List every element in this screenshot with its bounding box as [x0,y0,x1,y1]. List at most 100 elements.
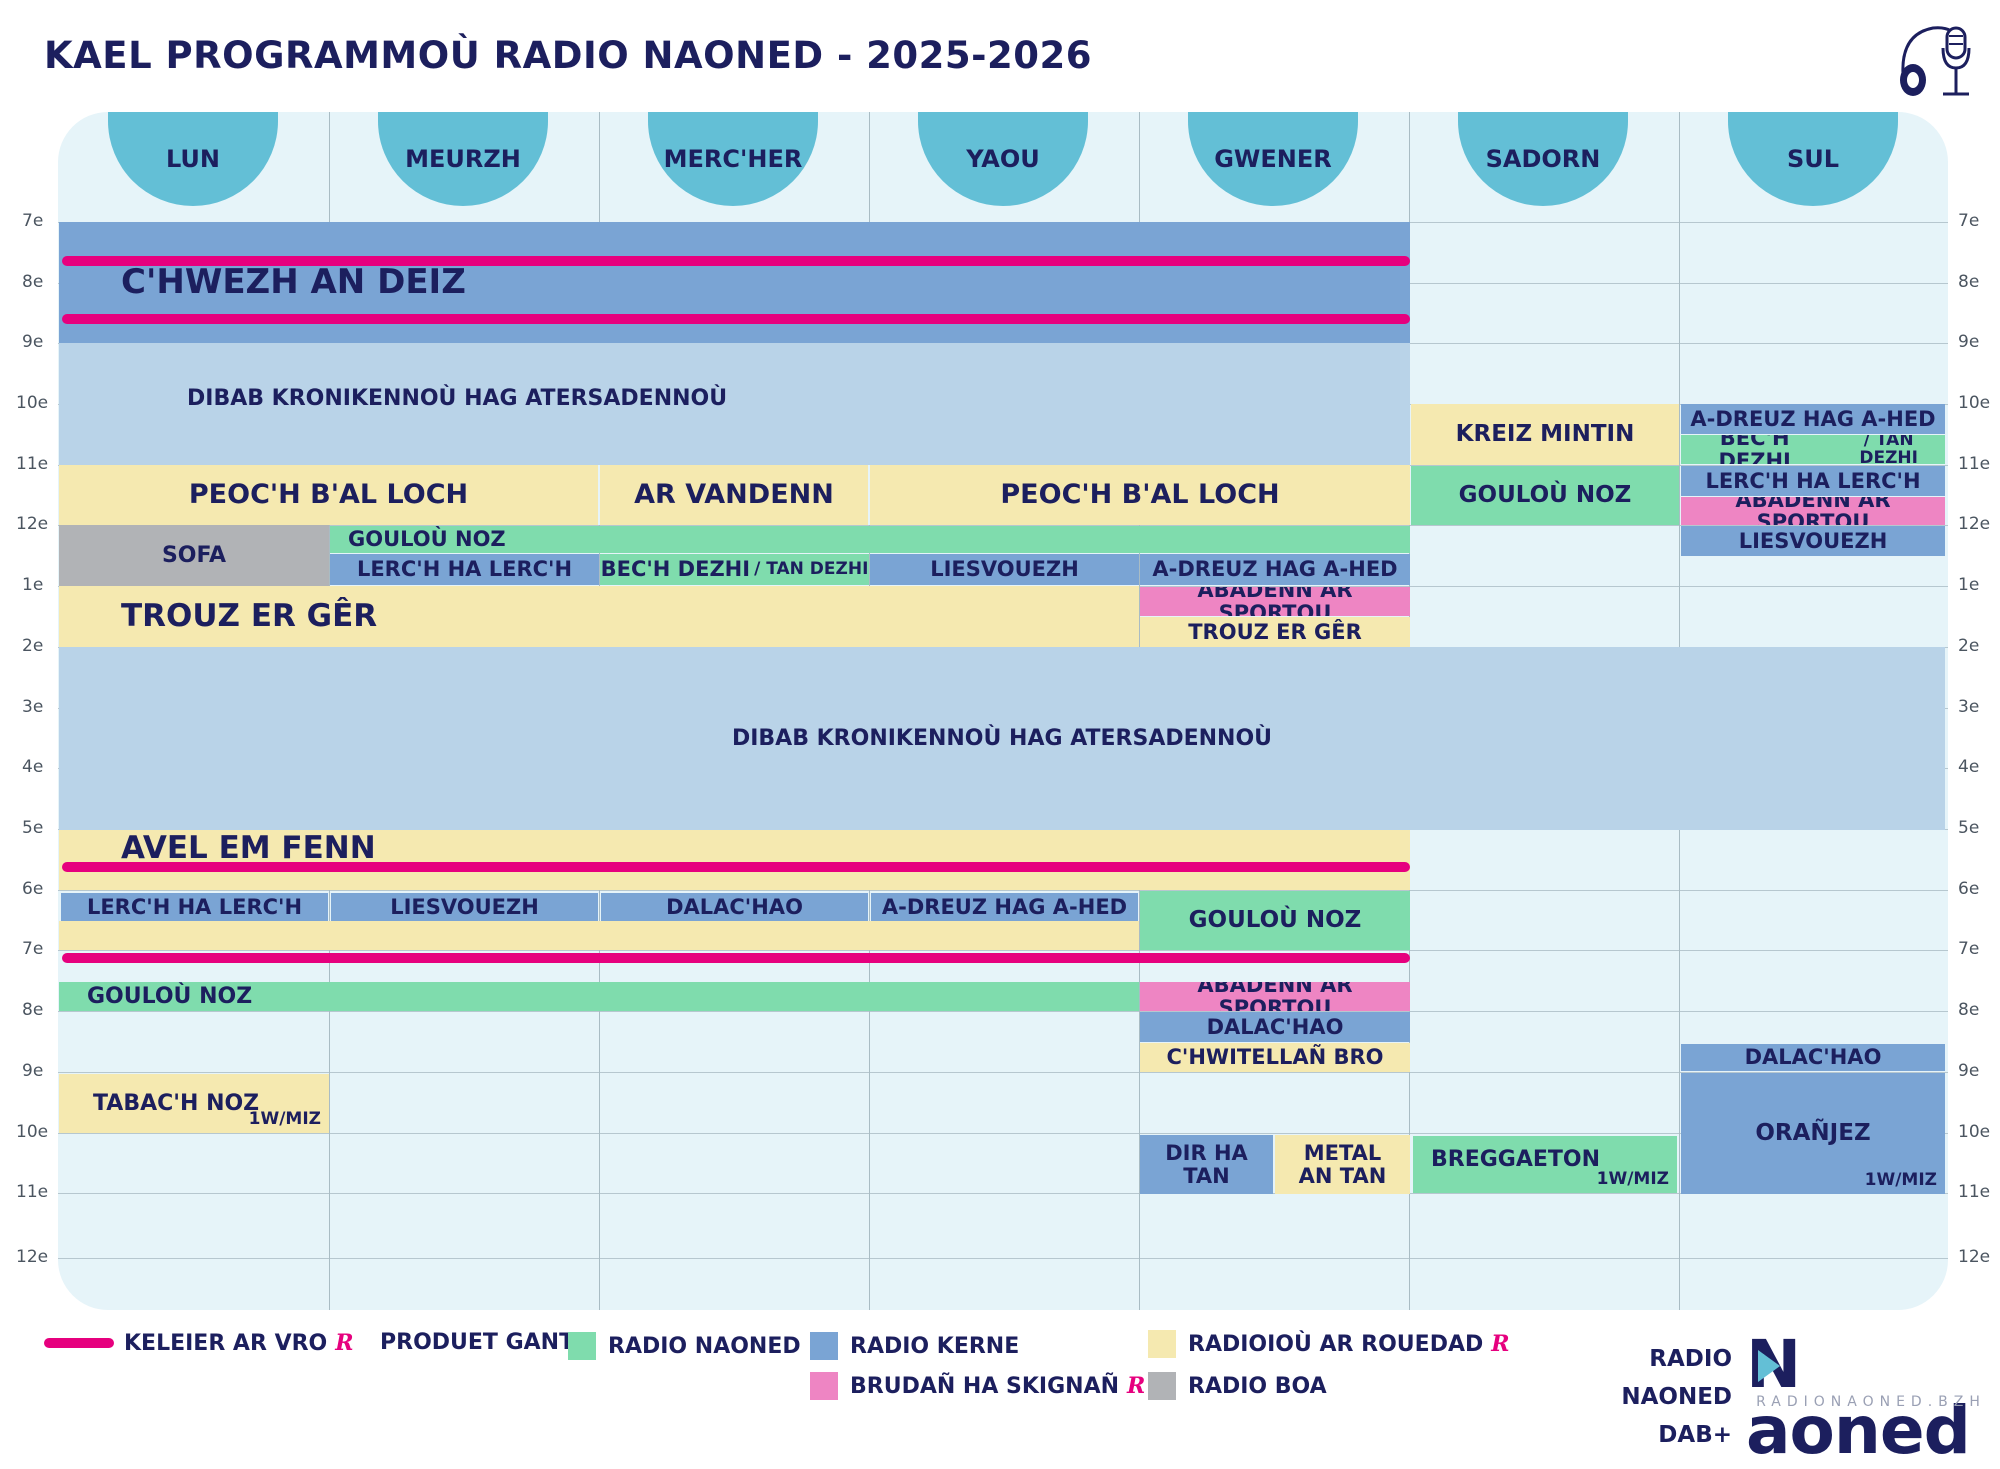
hour-label: 6e [1958,879,1980,899]
program-label: TAN [1183,1163,1230,1188]
frequency-label: 1W/MIZ [1864,1170,1937,1191]
brand-text: RADIO NAONED DAB+ [1572,1340,1732,1454]
legend-keleier: KELEIER AR VRO R [44,1330,354,1356]
headphones-microphone-icon [1900,26,1971,96]
hour-label: 12e [1958,1247,1991,1267]
hour-label: 8e [22,1000,44,1020]
program-abadenn-gwener-1: ABADENN AR SPORTOU [1140,587,1410,616]
grid-line [58,1258,1948,1259]
keleier-news-bar [62,953,1410,963]
program-label: ORAÑJEZ [1755,1120,1871,1147]
program-breggaeton: BREGGAETON 1W/MIZ [1413,1136,1677,1193]
legend-produet: PRODUET GANT [380,1330,574,1355]
program-sul-lerch: LERC'H HA LERC'H [1681,466,1945,496]
program-dalachao-gwener: DALAC'HAO [1140,1012,1410,1042]
hour-label: 9e [22,332,44,352]
program-sul-abadenn: ABADENN AR SPORTOU [1681,497,1945,525]
hour-label: 2e [22,636,44,656]
program-sul-bech-dezhi: BEC'H DEZHI / TAN DEZHI [1681,435,1945,464]
hour-label: 12e [16,1247,49,1267]
legend-label: PRODUET GANT [380,1330,575,1355]
program-avel-em-fenn: AVEL EM FENN [59,830,1410,890]
play-icon [1758,1350,1780,1382]
program-sad-gouloù-noz: GOULOÙ NOZ [1411,466,1679,525]
program-bech-dezhi: BEC'H DEZHI / TAN DEZHI [600,554,869,585]
program-label-sub: / TAN DEZHI [1859,435,1918,464]
program-label: TABAC'H NOZ [93,1090,260,1116]
grid-line [58,890,1948,891]
hour-label: 9e [1958,332,1980,352]
legend-radio-naoned: RADIO NAONED [568,1332,801,1360]
program-lerch-meurzh: LERC'H HA LERC'H [330,554,599,585]
program-kreiz-mintin: KREIZ MINTIN [1411,404,1679,465]
program-label-sub: / TAN DEZHI [754,558,869,579]
legend-label: RADIO KERNE [850,1333,1020,1359]
grid-line [58,1072,1948,1073]
rouedad-logo-icon: R [1127,1373,1146,1399]
grid-line [58,1193,1948,1194]
hour-label: 8e [1958,272,1980,292]
hour-label: 7e [22,939,44,959]
grid-line [58,950,1948,951]
program-label: AN TAN [1298,1163,1387,1188]
program-metal-an-tan: METAL AN TAN [1275,1135,1410,1194]
logo-n: N [1746,1326,1801,1403]
legend-swatch-gray [1148,1372,1176,1400]
legend-rouedad: RADIOIOÙ AR ROUEDAD R [1148,1330,1510,1358]
program-chwezh-an-deiz: C'HWEZH AN DEIZ [59,222,1410,343]
legend-label: RADIO BOA [1188,1373,1327,1399]
program-dibab-afternoon: DIBAB KRONIKENNOÙ HAG ATERSADENNOÙ [59,647,1945,830]
program-label: METAL [1303,1141,1382,1166]
program-adreuz-yaou: A-DREUZ HAG A-HED [871,893,1138,921]
legend-label: BRUDAÑ HA SKIGNAÑ [850,1373,1120,1399]
program-dalachao-mercher: DALAC'HAO [601,893,868,921]
hour-label: 11e [1958,454,1991,474]
grid-line [58,1133,1948,1134]
program-trouz-gwener: TROUZ ER GÊR [1140,617,1410,647]
program-abadenn-gwener-2: ABADENN AR SPORTOU [1140,982,1410,1011]
hour-label: 7e [22,211,44,231]
hour-label: 4e [22,757,44,777]
hour-label: 7e [1958,939,1980,959]
program-oranjez: ORAÑJEZ 1W/MIZ [1681,1073,1945,1194]
program-dalachao-sul: DALAC'HAO [1681,1044,1945,1071]
program-dibab-morning: DIBAB KRONIKENNOÙ HAG ATERSADENNOÙ [59,343,1410,465]
program-sul-adreuz: A-DREUZ HAG A-HED [1681,404,1945,434]
hour-label: 2e [1958,636,1980,656]
hour-label: 9e [1958,1061,1980,1081]
program-trouz-er-ger: TROUZ ER GÊR [59,586,1139,647]
program-lerch-lun: LERC'H HA LERC'H [61,893,328,921]
legend-swatch-keleier [44,1338,114,1348]
hour-label: 9e [22,1061,44,1081]
program-label: BREGGAETON [1431,1147,1601,1172]
hour-label: 11e [16,1182,49,1202]
legend-brudan: BRUDAÑ HA SKIGNAÑ R [810,1372,1145,1400]
hour-label: 12e [1958,514,1991,534]
program-gouloù-gwener: GOULOÙ NOZ [1140,891,1410,950]
program-gouloù-noz-noon: GOULOÙ NOZ [330,526,1410,553]
keleier-news-bar [62,862,1410,872]
legend-radio-kerne: RADIO KERNE [810,1332,1019,1360]
hour-label: 5e [1958,818,1980,838]
program-tabach-noz: TABAC'H NOZ 1W/MIZ [59,1074,329,1133]
program-chwitellan-bro: C'HWITELLAÑ BRO [1140,1043,1410,1072]
grid-line [58,525,1948,526]
hour-label: 1e [1958,575,1980,595]
hour-label: 6e [22,879,44,899]
frequency-label: 1W/MIZ [248,1109,321,1130]
legend-radio-boa: RADIO BOA [1148,1372,1327,1400]
program-adreuz-gwener: A-DREUZ HAG A-HED [1140,554,1410,585]
hour-label: 4e [1958,757,1980,777]
legend-swatch-green [568,1332,596,1360]
brand-line1: RADIO NAONED [1621,1346,1732,1410]
program-peoch-bal-loch-lun-meurzh: PEOC'H B'AL LOCH [59,465,600,525]
legend-label: RADIOIOÙ AR ROUEDAD [1188,1331,1484,1357]
legend-swatch-yellow [1148,1330,1176,1358]
program-block-yellow [59,921,1139,950]
rouedad-logo-icon: R [335,1330,354,1356]
hour-label: 10e [1958,393,1991,413]
keleier-news-bar [62,314,1410,324]
page-title: KAEL PROGRAMMOÙ RADIO NAONED - 2025-2026 [44,34,1092,77]
program-dir-ha-tan: DIR HA TAN [1140,1135,1273,1194]
